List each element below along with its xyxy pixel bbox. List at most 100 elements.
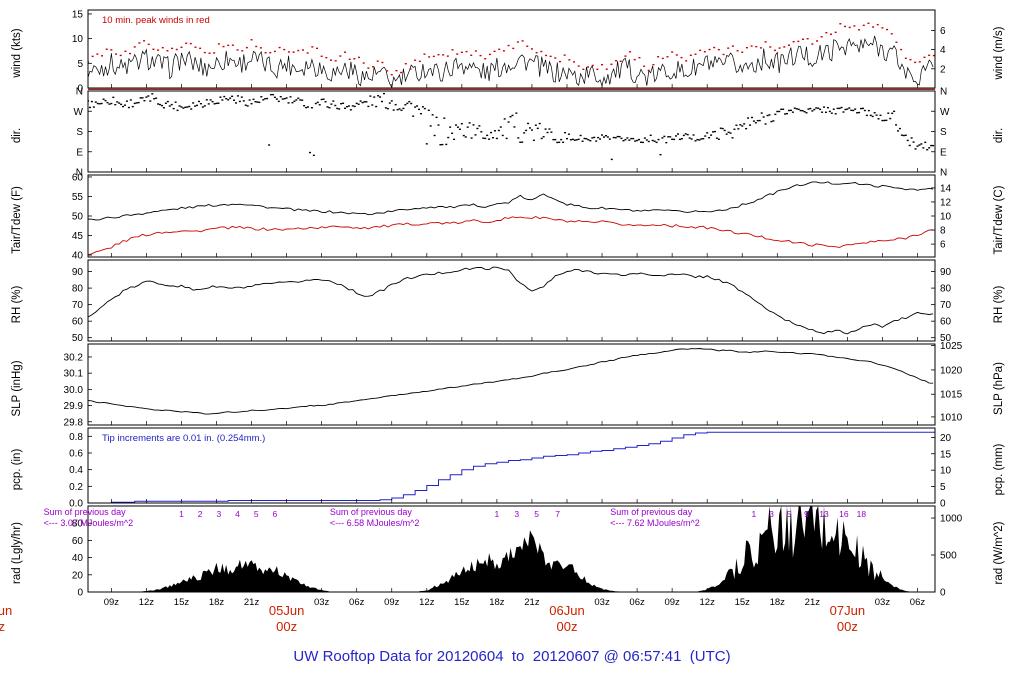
svg-text:N: N bbox=[76, 168, 83, 179]
svg-text:50: 50 bbox=[72, 212, 84, 223]
svg-text:10: 10 bbox=[72, 34, 84, 45]
svg-text:5: 5 bbox=[787, 509, 792, 519]
svg-text:00z: 00z bbox=[0, 619, 5, 634]
svg-text:500: 500 bbox=[940, 551, 957, 562]
svg-text:0: 0 bbox=[940, 499, 946, 510]
svg-text:1: 1 bbox=[752, 509, 757, 519]
chart-title: UW Rooftop Data for 20120604 to 20120607… bbox=[293, 648, 731, 665]
svg-text:1010: 1010 bbox=[940, 412, 963, 423]
svg-text:20: 20 bbox=[72, 570, 84, 581]
svg-text:60: 60 bbox=[72, 317, 84, 328]
svg-text:80: 80 bbox=[72, 519, 84, 530]
svg-text:29.8: 29.8 bbox=[64, 417, 84, 428]
svg-text:16: 16 bbox=[839, 509, 849, 519]
svg-text:12z: 12z bbox=[139, 597, 155, 608]
svg-text:E: E bbox=[76, 147, 83, 158]
svg-text:10: 10 bbox=[940, 212, 952, 223]
svg-text:wind (kts): wind (kts) bbox=[11, 28, 23, 78]
svg-text:15: 15 bbox=[940, 449, 952, 460]
svg-text:07Jun: 07Jun bbox=[830, 603, 865, 618]
svg-text:03z: 03z bbox=[875, 597, 891, 608]
svg-text:dir.: dir. bbox=[11, 128, 23, 143]
svg-text:Sum of previous day: Sum of previous day bbox=[610, 507, 693, 517]
svg-text:rad (Lgly/hr): rad (Lgly/hr) bbox=[11, 522, 23, 584]
svg-text:5: 5 bbox=[254, 509, 259, 519]
svg-text:Tip increments are 0.01 in. (0: Tip increments are 0.01 in. (0.254mm.) bbox=[102, 433, 265, 444]
svg-text:0.2: 0.2 bbox=[69, 482, 83, 493]
svg-text:40: 40 bbox=[72, 251, 84, 262]
svg-text:0: 0 bbox=[77, 588, 83, 599]
svg-text:12: 12 bbox=[940, 197, 952, 208]
svg-text:1: 1 bbox=[495, 509, 500, 519]
svg-text:00z: 00z bbox=[837, 619, 858, 634]
svg-text:6: 6 bbox=[273, 509, 278, 519]
svg-text:rad (W/m^2): rad (W/m^2) bbox=[993, 521, 1005, 584]
svg-text:1: 1 bbox=[179, 509, 184, 519]
svg-text:50: 50 bbox=[940, 333, 952, 344]
svg-text:10: 10 bbox=[940, 466, 952, 477]
svg-text:<--- 3.07 MJoules/m^2: <--- 3.07 MJoules/m^2 bbox=[44, 518, 134, 528]
svg-text:06z: 06z bbox=[629, 597, 645, 608]
svg-text:10 min. peak winds in red: 10 min. peak winds in red bbox=[102, 15, 210, 26]
svg-text:60: 60 bbox=[940, 317, 952, 328]
svg-text:03z: 03z bbox=[594, 597, 610, 608]
svg-text:4: 4 bbox=[940, 45, 946, 56]
svg-text:SLP (inHg): SLP (inHg) bbox=[11, 360, 23, 416]
svg-text:9: 9 bbox=[804, 509, 809, 519]
svg-text:09z: 09z bbox=[664, 597, 680, 608]
svg-text:3: 3 bbox=[769, 509, 774, 519]
svg-text:1000: 1000 bbox=[940, 514, 963, 525]
svg-text:21z: 21z bbox=[524, 597, 540, 608]
svg-text:N: N bbox=[76, 87, 83, 98]
svg-text:S: S bbox=[940, 127, 947, 138]
svg-text:45: 45 bbox=[72, 231, 84, 242]
svg-text:4Jun: 4Jun bbox=[0, 603, 12, 618]
svg-text:RH (%): RH (%) bbox=[993, 285, 1005, 323]
svg-text:90: 90 bbox=[940, 267, 952, 278]
svg-text:RH (%): RH (%) bbox=[11, 285, 23, 323]
svg-text:14: 14 bbox=[940, 183, 952, 194]
svg-text:0.0: 0.0 bbox=[69, 499, 83, 510]
svg-text:3: 3 bbox=[514, 509, 519, 519]
svg-text:<--- 6.58 MJoules/m^2: <--- 6.58 MJoules/m^2 bbox=[330, 518, 420, 528]
svg-text:70: 70 bbox=[940, 300, 952, 311]
svg-text:W: W bbox=[74, 107, 84, 118]
svg-text:12z: 12z bbox=[700, 597, 716, 608]
svg-text:09z: 09z bbox=[384, 597, 400, 608]
svg-text:60: 60 bbox=[72, 172, 84, 183]
svg-text:N: N bbox=[940, 168, 947, 179]
svg-text:5: 5 bbox=[940, 482, 946, 493]
svg-text:00z: 00z bbox=[557, 619, 578, 634]
svg-text:E: E bbox=[940, 147, 947, 158]
svg-text:70: 70 bbox=[72, 300, 84, 311]
svg-text:2: 2 bbox=[940, 64, 946, 75]
svg-text:18z: 18z bbox=[770, 597, 786, 608]
svg-text:18z: 18z bbox=[209, 597, 225, 608]
svg-text:1015: 1015 bbox=[940, 390, 963, 401]
svg-text:30.2: 30.2 bbox=[64, 352, 84, 363]
svg-text:03z: 03z bbox=[314, 597, 330, 608]
svg-text:21z: 21z bbox=[244, 597, 260, 608]
svg-text:2: 2 bbox=[198, 509, 203, 519]
svg-text:20: 20 bbox=[940, 433, 952, 444]
svg-text:29.9: 29.9 bbox=[64, 401, 84, 412]
svg-text:1025: 1025 bbox=[940, 341, 963, 352]
svg-text:18: 18 bbox=[857, 509, 867, 519]
svg-text:Sum of previous day: Sum of previous day bbox=[330, 507, 413, 517]
svg-text:8: 8 bbox=[940, 226, 946, 237]
svg-text:N: N bbox=[940, 87, 947, 98]
svg-text:15z: 15z bbox=[174, 597, 190, 608]
svg-text:7: 7 bbox=[555, 509, 560, 519]
svg-text:0: 0 bbox=[940, 588, 946, 599]
svg-text:40: 40 bbox=[72, 553, 84, 564]
svg-text:Sum of previous day: Sum of previous day bbox=[44, 507, 127, 517]
svg-text:30.0: 30.0 bbox=[64, 385, 84, 396]
svg-text:6: 6 bbox=[940, 240, 946, 251]
svg-text:00z: 00z bbox=[276, 619, 297, 634]
svg-text:12z: 12z bbox=[419, 597, 435, 608]
svg-text:06Jun: 06Jun bbox=[549, 603, 584, 618]
svg-text:dir.: dir. bbox=[993, 128, 1005, 143]
svg-text:06z: 06z bbox=[910, 597, 926, 608]
svg-text:Tair/Tdew (F): Tair/Tdew (F) bbox=[11, 186, 23, 254]
